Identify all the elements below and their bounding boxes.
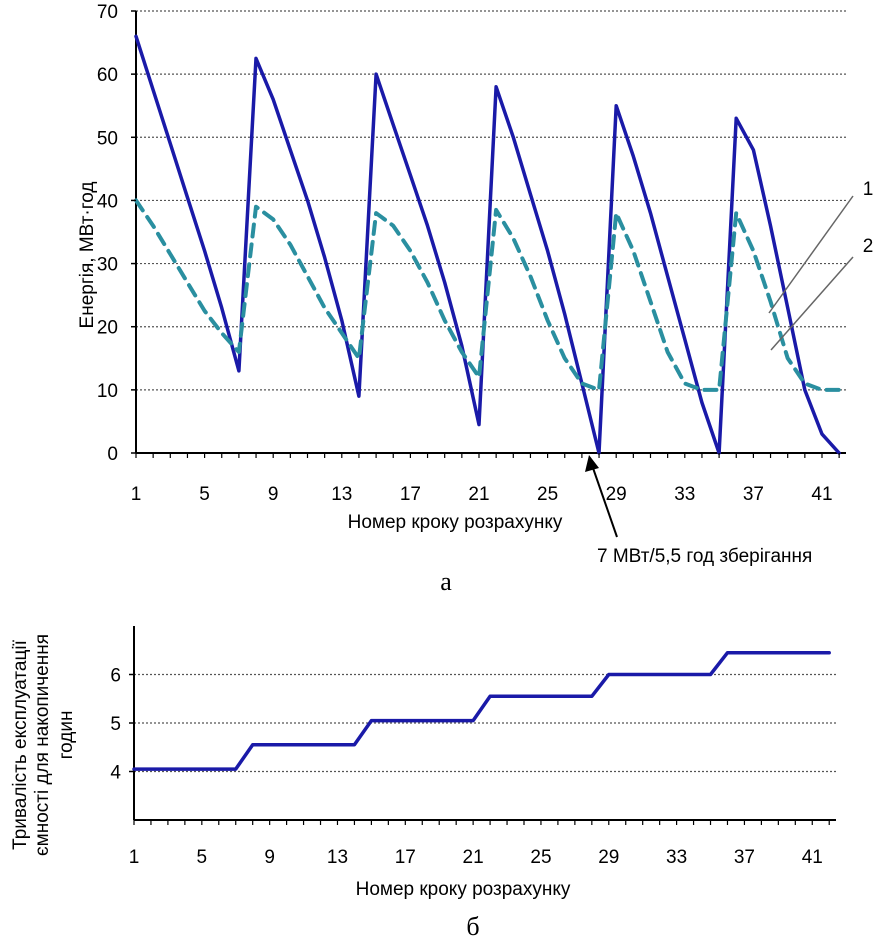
y-axis-label-b: Тривалість експлуатації ємності для нако… [10,634,77,856]
x-tick-label-a: 33 [674,484,695,505]
series-line-a-1 [134,34,841,455]
x-ticks-b: 1 5 9 13 17 21 25 29 33 37 41 [129,820,830,868]
x-tick-label-b: 9 [264,847,275,868]
x-tick-label-b: 5 [197,847,208,868]
y-axis-label-a: Енергія, МВт·год [77,182,98,329]
x-tick-label-a: 21 [468,484,489,505]
annotation-arrow [592,467,618,538]
legend-label-1: 1 [863,179,874,200]
y-tick-label-b: 4 [110,763,121,784]
panel-label-b: б [466,912,479,941]
panel-label-a: а [440,567,452,596]
y-tick-label-a: 60 [97,65,118,86]
x-axis-label-b: Номер кроку розрахунку [356,879,571,900]
x-tick-label-a: 37 [743,484,764,505]
y-tick-label-a: 30 [97,255,118,276]
x-tick-label-a: 13 [331,484,352,505]
x-tick-label-a: 25 [537,484,558,505]
x-tick-label-a: 17 [400,484,421,505]
x-tick-label-a: 5 [199,484,210,505]
x-tick-label-b: 13 [327,847,348,868]
y-tick-label-a: 40 [97,191,118,212]
x-axis-label-a: Номер кроку розрахунку [348,512,563,533]
x-tick-label-b: 17 [395,847,416,868]
x-tick-label-b: 21 [463,847,484,868]
legend-label-2: 2 [863,236,874,257]
x-tick-label-b: 1 [129,847,140,868]
x-tick-label-a: 1 [131,484,142,505]
y-tick-label-a: 10 [97,381,118,402]
x-tick-label-b: 37 [734,847,755,868]
grid-b [134,673,836,773]
y-tick-label-a: 50 [97,128,118,149]
annotation-storage: 7 МВт/5,5 год зберігання [597,546,812,567]
x-tick-label-a: 9 [268,484,279,505]
y-tick-label-a: 70 [97,2,118,23]
y-tick-label-a: 0 [107,444,118,465]
chart-b: 1 5 9 13 17 21 25 29 33 37 41 456 Номер кроку розр… [10,626,836,941]
series-a [134,34,842,455]
y-tick-label-b: 6 [110,666,121,687]
y-axis-label-b-line2: ємності для накопичення [32,634,53,856]
x-tick-label-b: 33 [666,847,687,868]
y-axis-label-b-line3: годин [56,711,77,760]
x-tick-label-b: 29 [598,847,619,868]
x-tick-label-b: 25 [530,847,551,868]
axes-a [135,11,846,454]
series-line-b-1 [132,650,831,771]
x-tick-label-b: 41 [802,847,823,868]
legend-leader-2 [770,256,854,351]
x-ticks-a: 1 5 9 13 17 21 25 29 33 37 41 [131,453,840,505]
x-tick-label-a: 41 [811,484,832,505]
y-ticks-b: 4 5 6 [110,666,134,784]
y-axis-label-b-line1: Тривалість експлуатації [10,639,31,849]
x-tick-label-a: 29 [606,484,627,505]
y-tick-label-a: 20 [97,318,118,339]
y-ticks-a: 0 10 20 30 40 50 60 70 [97,2,136,465]
legend-leader-1 [768,195,854,314]
annotation-arrowhead [585,455,599,472]
series-line-a-2 [134,198,842,392]
y-tick-label-b: 5 [110,714,121,735]
series-b [132,650,831,771]
